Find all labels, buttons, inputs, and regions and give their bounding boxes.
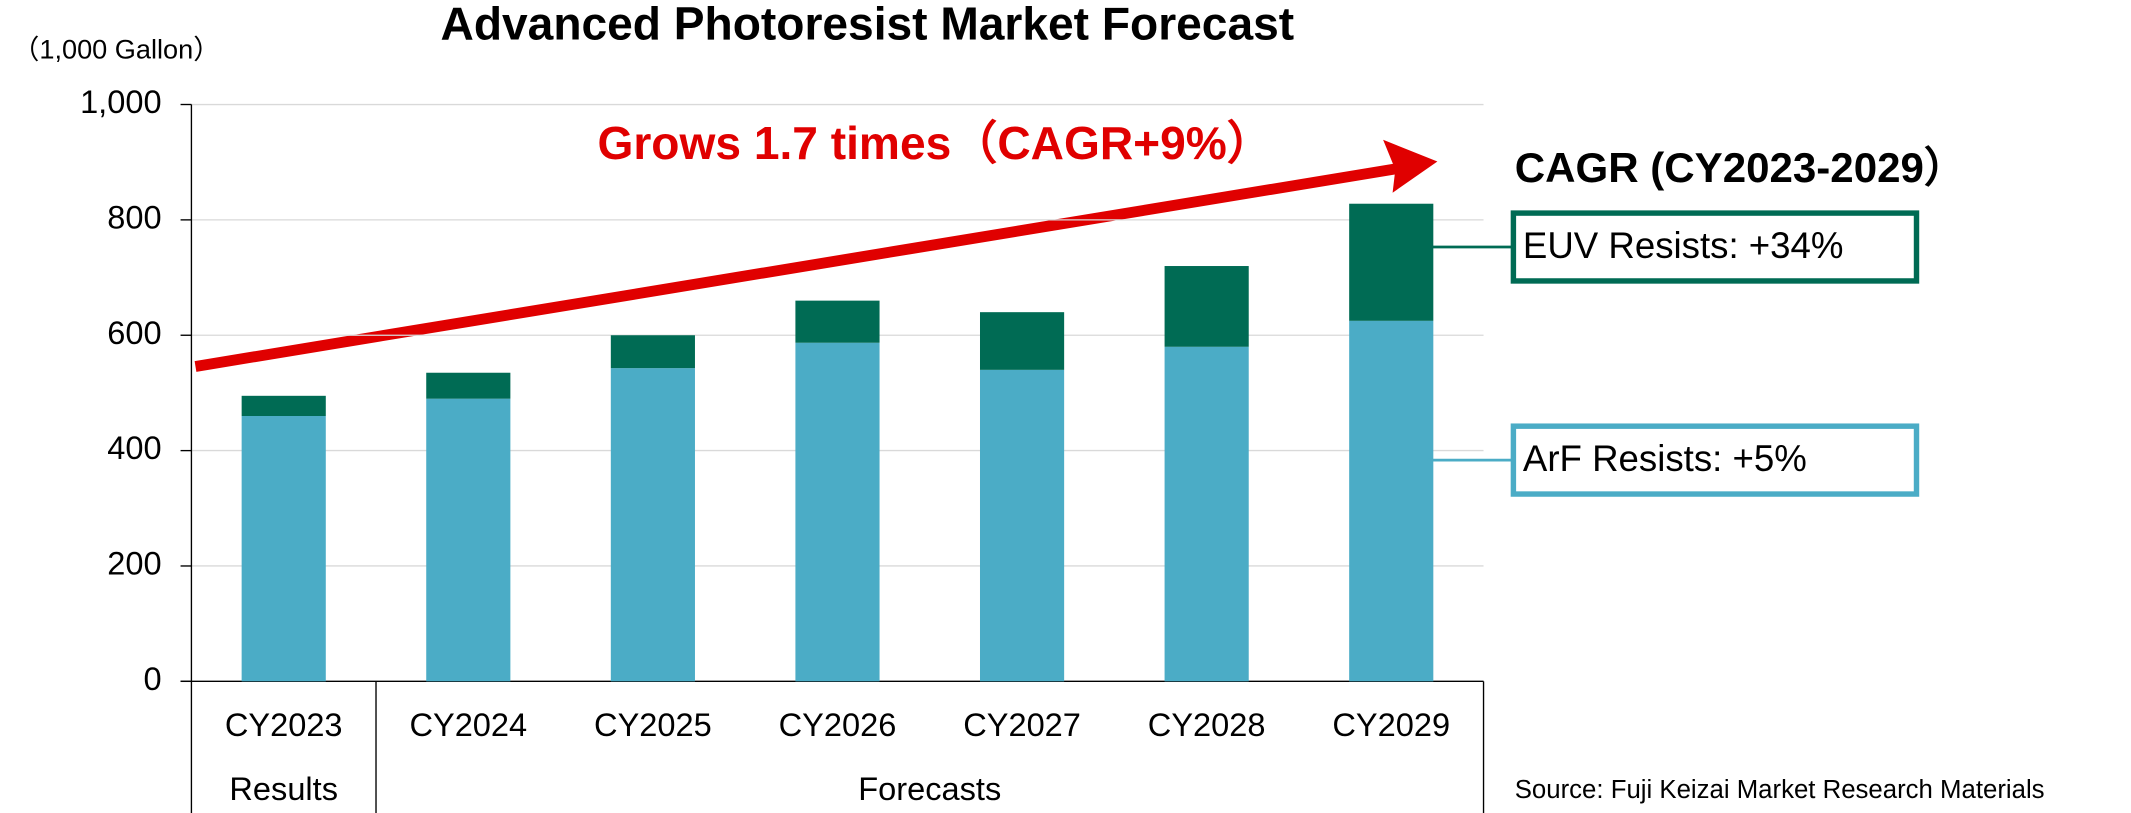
- bar-segment: [1349, 320, 1434, 682]
- legend-box: [1510, 210, 1920, 284]
- annotation: Grows 1.7 times（CAGR+9%）: [597, 117, 1272, 169]
- legend-label: EUV Resists: +34%: [1523, 225, 1844, 266]
- bar-segment: [241, 416, 326, 682]
- y-tick-label: 400: [107, 430, 161, 466]
- group-label: Results: [229, 771, 338, 807]
- y-tick-label: 800: [107, 199, 161, 235]
- x-tick-label: CY2026: [779, 707, 897, 743]
- bar-segment: [795, 300, 880, 343]
- group-label: Forecasts: [858, 771, 1001, 807]
- bar-segment: [979, 312, 1065, 370]
- x-tick-label: CY2025: [594, 707, 712, 743]
- x-tick-label: CY2023: [225, 707, 343, 743]
- x-tick-label: CY2024: [409, 707, 527, 743]
- y-tick-label: 200: [107, 546, 161, 582]
- y-tick-label: 600: [107, 315, 161, 351]
- bar-segment: [426, 372, 511, 399]
- x-tick-label: CY2027: [963, 707, 1081, 743]
- bar-segment: [610, 368, 695, 682]
- source: Source: Fuji Keizai Market Research Mate…: [1515, 776, 2045, 804]
- legend-box: [1510, 423, 1920, 497]
- chart-title: Advanced Photoresist Market Forecast: [441, 0, 1295, 49]
- bar-segment: [426, 398, 511, 682]
- bar-segment: [795, 342, 880, 682]
- bar-segment: [241, 395, 326, 417]
- legend-label: ArF Resists: +5%: [1523, 438, 1807, 479]
- y-tick-label: 1,000: [80, 84, 162, 120]
- x-tick-label: CY2028: [1148, 707, 1266, 743]
- arrow-head: [1383, 139, 1438, 193]
- bar-segment: [1164, 266, 1249, 347]
- bar-segment: [610, 335, 695, 369]
- y-axis-label: （1,000 Gallon）: [12, 34, 220, 65]
- bar-segment: [1349, 203, 1434, 321]
- x-tick-label: CY2029: [1332, 707, 1450, 743]
- y-tick-label: 0: [143, 661, 161, 697]
- bar-segment: [1164, 346, 1249, 682]
- cagr-title: CAGR (CY2023-2029）: [1515, 144, 1966, 191]
- growth-arrow: [194, 162, 1401, 372]
- bar-segment: [979, 369, 1065, 682]
